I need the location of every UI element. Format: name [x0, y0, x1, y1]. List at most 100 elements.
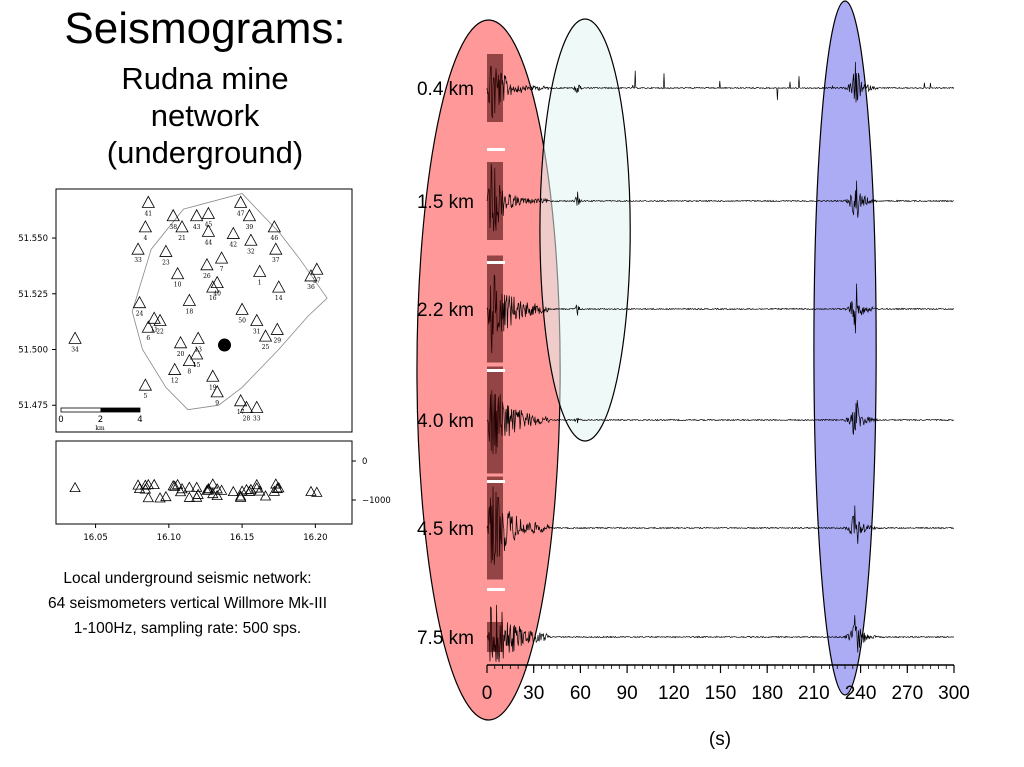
map-y-tick-label: 51.525 [18, 290, 48, 300]
depth-x-tick-label: 16.10 [157, 533, 181, 543]
station-label: 34 [71, 346, 79, 353]
distance-label: 1.5 km [417, 192, 474, 213]
station-triangle [189, 347, 204, 360]
station-depth-triangle [271, 482, 283, 493]
mine-boundary [131, 193, 328, 411]
station-depth-triangle [234, 491, 247, 502]
caption-line: 1-100Hz, sampling rate: 500 sps. [73, 620, 302, 637]
distance-label: 4.5 km [417, 519, 474, 540]
station-triangle [191, 331, 205, 344]
epicenter-marker [218, 338, 232, 352]
station-triangle [175, 220, 189, 233]
station-triangle [170, 266, 185, 280]
station-triangle [272, 280, 286, 293]
station-triangle [310, 262, 324, 275]
seismogram-trace [486, 390, 954, 455]
station-label: 43 [193, 224, 201, 231]
station-triangle [159, 244, 173, 257]
station-triangle [189, 208, 204, 222]
station-triangle [138, 378, 153, 391]
depth-frame [55, 440, 353, 525]
station-depth-triangle [305, 485, 317, 496]
station-triangle [233, 195, 248, 208]
station-triangle [201, 206, 216, 219]
scale-bar-label: 2 [98, 415, 103, 425]
seismogram-trace [486, 274, 955, 354]
station-triangle [304, 269, 318, 282]
subtitle-line: Rudna mine [121, 61, 289, 96]
station-triangle [147, 311, 161, 324]
seismogram-trace [486, 163, 954, 232]
station-triangle [214, 251, 229, 264]
seismogram-traces: 0.4 km 1.5 km 2.2 km 4.0 km 4.5 km 7.5 km [417, 54, 955, 663]
station-triangle [267, 220, 282, 233]
x-tick-label: 0 [482, 683, 493, 704]
scale-bar-label: 4 [137, 415, 142, 425]
station-label: 31 [253, 329, 261, 336]
time-axis: 0 30 60 90 120 150 180 210 240 270 300 (s) [482, 664, 970, 750]
station-triangle [242, 208, 257, 222]
highlight-layer [416, 0, 877, 721]
station-label: 7 [220, 266, 224, 273]
station-label: 14 [275, 295, 283, 302]
page-subtitle: Rudna mine network (underground) [0, 60, 410, 171]
station-triangle [235, 302, 249, 315]
x-tick-label: 60 [570, 683, 591, 704]
station-triangle [250, 313, 264, 326]
station-label: 15 [193, 362, 201, 369]
station-depth-triangle [201, 484, 213, 495]
distance-label: 4.0 km [417, 411, 474, 432]
station-depth-triangle [183, 491, 196, 502]
station-label: 39 [246, 224, 254, 231]
trace-separator [487, 369, 505, 372]
first-arrival-band [487, 366, 503, 474]
scale-bar-fill [100, 408, 140, 412]
station-triangle [173, 335, 188, 349]
station-triangle [233, 393, 248, 407]
distance-label: 2.2 km [417, 300, 474, 321]
station-label: 1 [258, 279, 262, 286]
seismogram-trace [486, 61, 955, 119]
station-triangle [226, 226, 240, 239]
station-triangle [269, 242, 283, 255]
first-arrival-band [487, 54, 503, 122]
station-label: 9 [215, 400, 219, 407]
station-triangle [132, 295, 147, 309]
station-label: 28 [243, 415, 251, 422]
station-depth-triangle [211, 489, 223, 501]
station-depth-triangle [211, 483, 223, 494]
station-triangle [168, 362, 182, 375]
station-depth-triangle [133, 482, 146, 494]
map-y-tick-label: 51.475 [18, 401, 48, 411]
station-label: 27 [313, 277, 321, 284]
highlight-ellipse [813, 0, 877, 696]
trace-separator [487, 588, 505, 591]
station-label: 24 [136, 311, 144, 318]
station-depth-triangle [174, 485, 187, 497]
x-tick-label: 300 [938, 683, 970, 704]
station-label: 8 [187, 369, 191, 376]
x-tick-label: 210 [798, 683, 830, 704]
station-label: 36 [307, 284, 315, 291]
station-label: 18 [186, 308, 194, 315]
station-triangle [68, 331, 82, 344]
station-label: 21 [178, 235, 186, 242]
depth-x-tick-label: 16.15 [230, 533, 254, 543]
station-label: 29 [273, 337, 281, 344]
station-label: 26 [203, 273, 211, 280]
network-caption: Local underground seismic network: 64 se… [0, 566, 375, 641]
trace-separator [487, 480, 505, 483]
station-triangle [153, 313, 167, 326]
station-label: 10 [174, 282, 182, 289]
station-label: 16 [209, 295, 217, 302]
station-depth-triangle [171, 478, 184, 490]
station-triangle [244, 233, 258, 246]
station-label: 5 [143, 393, 147, 400]
station-triangle [141, 195, 155, 208]
scale-bar-label: 0 [58, 415, 63, 425]
station-depth-triangle [69, 481, 81, 493]
depth-y-tick-label: −1000 [362, 496, 391, 506]
station-triangle [210, 275, 224, 289]
